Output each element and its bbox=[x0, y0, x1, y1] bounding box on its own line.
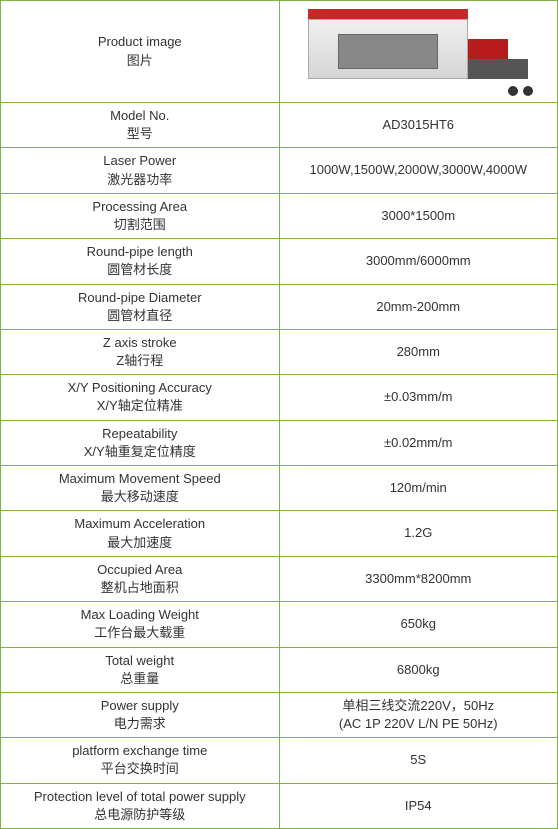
spec-label-en: Maximum Movement Speed bbox=[7, 470, 273, 488]
table-row: Model No.型号AD3015HT6 bbox=[1, 103, 558, 148]
spec-label-cn: 圆管材直径 bbox=[7, 307, 273, 325]
spec-label-cn: 最大移动速度 bbox=[7, 488, 273, 506]
spec-label-cn: 平台交换时间 bbox=[7, 760, 273, 778]
spec-table: Product image 图片 Model No.型号AD3015HT6Las… bbox=[0, 0, 558, 829]
product-image-label-cn: 图片 bbox=[7, 52, 273, 70]
spec-label-cell: Processing Area切割范围 bbox=[1, 193, 280, 238]
spec-label-cell: Total weight总重量 bbox=[1, 647, 280, 692]
spec-label-cn: 总电源防护等级 bbox=[7, 806, 273, 824]
product-image-cell bbox=[279, 1, 558, 103]
product-image-label-en: Product image bbox=[7, 33, 273, 51]
spec-value-cell: 120m/min bbox=[279, 466, 558, 511]
spec-label-cn: X/Y轴重复定位精度 bbox=[7, 443, 273, 461]
spec-label-en: Total weight bbox=[7, 652, 273, 670]
spec-label-cn: 圆管材长度 bbox=[7, 261, 273, 279]
spec-label-cell: platform exchange time平台交换时间 bbox=[1, 738, 280, 783]
spec-label-cell: X/Y Positioning AccuracyX/Y轴定位精准 bbox=[1, 375, 280, 420]
spec-label-en: Max Loading Weight bbox=[7, 606, 273, 624]
spec-label-cn: 最大加速度 bbox=[7, 534, 273, 552]
spec-value-cell: ±0.03mm/m bbox=[279, 375, 558, 420]
table-row: Round-pipe Diameter圆管材直径20mm-200mm bbox=[1, 284, 558, 329]
spec-value-cell: 3000mm/6000mm bbox=[279, 239, 558, 284]
table-row: Z axis strokeZ轴行程280mm bbox=[1, 329, 558, 374]
spec-label-en: X/Y Positioning Accuracy bbox=[7, 379, 273, 397]
spec-label-en: Power supply bbox=[7, 697, 273, 715]
table-row: Total weight总重量6800kg bbox=[1, 647, 558, 692]
spec-label-cn: 切割范围 bbox=[7, 216, 273, 234]
spec-label-cell: Round-pipe length圆管材长度 bbox=[1, 239, 280, 284]
spec-label-cn: 电力需求 bbox=[7, 715, 273, 733]
spec-label-en: Round-pipe length bbox=[7, 243, 273, 261]
table-row: Protection level of total power supply总电… bbox=[1, 783, 558, 828]
spec-label-en: platform exchange time bbox=[7, 742, 273, 760]
table-row: RepeatabilityX/Y轴重复定位精度±0.02mm/m bbox=[1, 420, 558, 465]
spec-value-cell: 6800kg bbox=[279, 647, 558, 692]
spec-label-en: Model No. bbox=[7, 107, 273, 125]
spec-label-en: Laser Power bbox=[7, 152, 273, 170]
spec-label-cell: Power supply电力需求 bbox=[1, 692, 280, 737]
table-row: Laser Power激光器功率1000W,1500W,2000W,3000W,… bbox=[1, 148, 558, 193]
spec-label-cn: 激光器功率 bbox=[7, 171, 273, 189]
spec-value-cell: IP54 bbox=[279, 783, 558, 828]
table-row: platform exchange time平台交换时间5S bbox=[1, 738, 558, 783]
spec-value-cell: 280mm bbox=[279, 329, 558, 374]
spec-label-en: Processing Area bbox=[7, 198, 273, 216]
spec-label-en: Protection level of total power supply bbox=[7, 788, 273, 806]
spec-label-en: Round-pipe Diameter bbox=[7, 289, 273, 307]
spec-value-cell: 20mm-200mm bbox=[279, 284, 558, 329]
spec-label-cell: Round-pipe Diameter圆管材直径 bbox=[1, 284, 280, 329]
spec-label-cn: X/Y轴定位精准 bbox=[7, 397, 273, 415]
spec-label-cell: RepeatabilityX/Y轴重复定位精度 bbox=[1, 420, 280, 465]
header-row: Product image 图片 bbox=[1, 1, 558, 103]
table-row: Processing Area切割范围3000*1500m bbox=[1, 193, 558, 238]
machine-illustration bbox=[308, 9, 528, 94]
spec-value-cell: 3300mm*8200mm bbox=[279, 556, 558, 601]
spec-label-cell: Occupied Area整机占地面积 bbox=[1, 556, 280, 601]
spec-label-en: Z axis stroke bbox=[7, 334, 273, 352]
spec-value-cell: 650kg bbox=[279, 602, 558, 647]
spec-label-cell: Z axis strokeZ轴行程 bbox=[1, 329, 280, 374]
spec-label-cell: Model No.型号 bbox=[1, 103, 280, 148]
spec-label-cell: Maximum Movement Speed最大移动速度 bbox=[1, 466, 280, 511]
spec-table-body: Product image 图片 Model No.型号AD3015HT6Las… bbox=[1, 1, 558, 829]
spec-label-cell: Maximum Acceleration最大加速度 bbox=[1, 511, 280, 556]
spec-label-cn: 型号 bbox=[7, 125, 273, 143]
spec-label-cell: Laser Power激光器功率 bbox=[1, 148, 280, 193]
spec-label-en: Repeatability bbox=[7, 425, 273, 443]
spec-label-cn: 工作台最大载重 bbox=[7, 624, 273, 642]
table-row: Power supply电力需求单相三线交流220V，50Hz(AC 1P 22… bbox=[1, 692, 558, 737]
spec-value-cell: ±0.02mm/m bbox=[279, 420, 558, 465]
table-row: Occupied Area整机占地面积3300mm*8200mm bbox=[1, 556, 558, 601]
spec-label-en: Maximum Acceleration bbox=[7, 515, 273, 533]
spec-label-cell: Max Loading Weight工作台最大载重 bbox=[1, 602, 280, 647]
product-image-label-cell: Product image 图片 bbox=[1, 1, 280, 103]
table-row: Round-pipe length圆管材长度3000mm/6000mm bbox=[1, 239, 558, 284]
table-row: Max Loading Weight工作台最大载重650kg bbox=[1, 602, 558, 647]
table-row: Maximum Movement Speed最大移动速度120m/min bbox=[1, 466, 558, 511]
table-row: Maximum Acceleration最大加速度1.2G bbox=[1, 511, 558, 556]
spec-value-cell: AD3015HT6 bbox=[279, 103, 558, 148]
spec-value-cell: 5S bbox=[279, 738, 558, 783]
spec-value-cell: 3000*1500m bbox=[279, 193, 558, 238]
table-row: X/Y Positioning AccuracyX/Y轴定位精准±0.03mm/… bbox=[1, 375, 558, 420]
spec-value-cell: 1.2G bbox=[279, 511, 558, 556]
spec-value-cell: 1000W,1500W,2000W,3000W,4000W bbox=[279, 148, 558, 193]
spec-value-cell: 单相三线交流220V，50Hz(AC 1P 220V L/N PE 50Hz) bbox=[279, 692, 558, 737]
spec-label-cn: 整机占地面积 bbox=[7, 579, 273, 597]
spec-label-en: Occupied Area bbox=[7, 561, 273, 579]
spec-label-cell: Protection level of total power supply总电… bbox=[1, 783, 280, 828]
spec-label-cn: 总重量 bbox=[7, 670, 273, 688]
spec-label-cn: Z轴行程 bbox=[7, 352, 273, 370]
